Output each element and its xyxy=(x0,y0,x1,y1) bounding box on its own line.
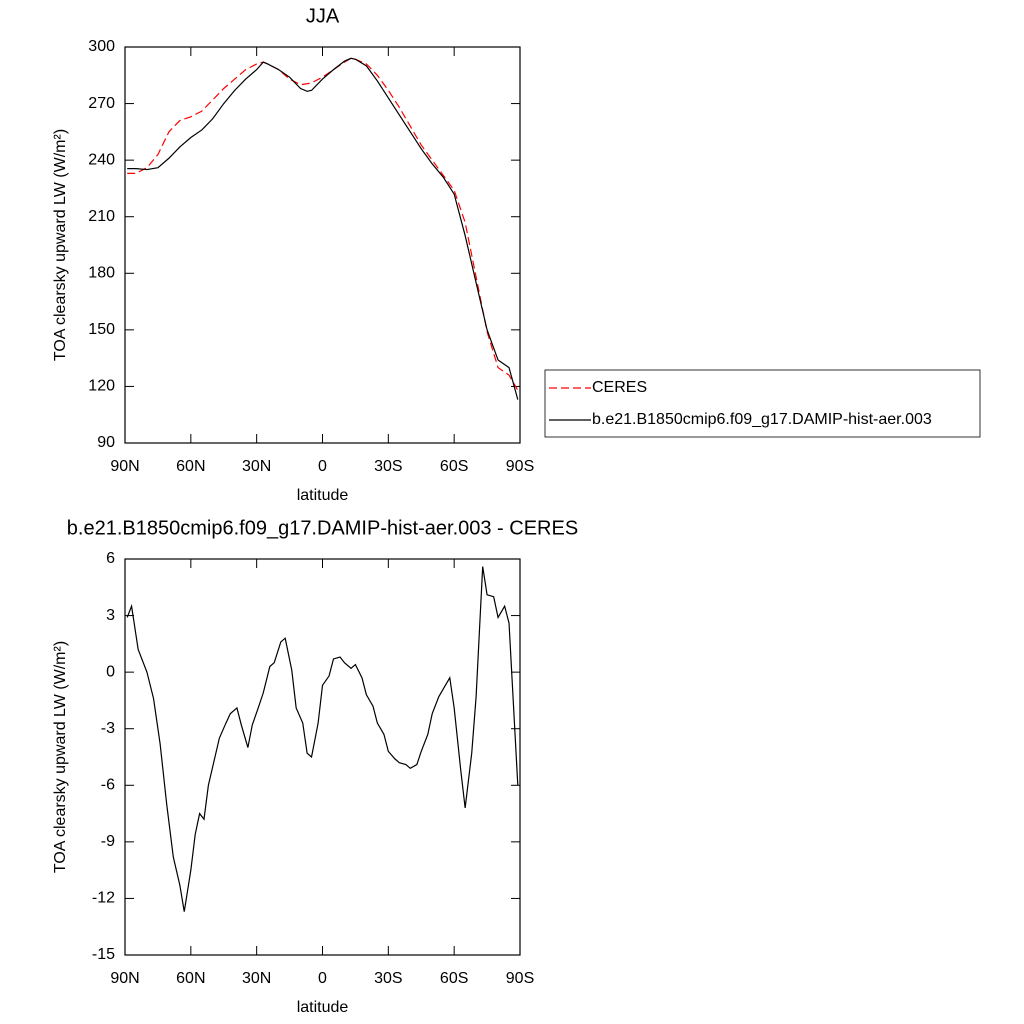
y-axis-label: TOA clearsky upward LW (W/m²) xyxy=(52,129,69,361)
data-line xyxy=(126,566,519,912)
y-tick-label: -3 xyxy=(101,720,115,737)
legend-label: CERES xyxy=(592,379,647,396)
x-tick-label: 90S xyxy=(506,458,534,475)
y-tick-label: 90 xyxy=(97,434,115,451)
x-tick-label: 0 xyxy=(318,970,327,987)
y-tick-label: 180 xyxy=(88,265,115,282)
y-tick-label: 0 xyxy=(106,663,115,680)
plot-frame xyxy=(124,46,521,444)
x-tick-label: 30N xyxy=(242,458,271,475)
x-tick-label: 30S xyxy=(374,970,402,987)
chart-title: JJA xyxy=(306,5,340,27)
y-tick-label: -9 xyxy=(101,833,115,850)
x-tick-label: 30S xyxy=(374,458,402,475)
legend-label: b.e21.B1850cmip6.f09_g17.DAMIP-hist-aer.… xyxy=(592,411,932,428)
x-tick-label: 90N xyxy=(110,458,139,475)
x-tick-label: 90N xyxy=(110,970,139,987)
y-tick-label: 240 xyxy=(88,151,115,168)
y-tick-label: -6 xyxy=(101,777,115,794)
chart-title: b.e21.B1850cmip6.f09_g17.DAMIP-hist-aer.… xyxy=(67,517,578,539)
y-tick-label: 300 xyxy=(88,38,115,55)
x-tick-label: 60N xyxy=(176,458,205,475)
x-tick-label: 90S xyxy=(506,970,534,987)
legend-box xyxy=(544,369,981,438)
plot-frame xyxy=(124,558,521,956)
y-tick-label: 270 xyxy=(88,95,115,112)
y-tick-label: 120 xyxy=(88,378,115,395)
y-tick-label: -15 xyxy=(92,946,115,963)
data-line xyxy=(127,57,519,391)
x-tick-label: 30N xyxy=(242,970,271,987)
y-tick-label: 150 xyxy=(88,321,115,338)
y-tick-label: 210 xyxy=(88,208,115,225)
y-tick-label: -12 xyxy=(92,890,115,907)
y-tick-label: 3 xyxy=(106,607,115,624)
y-axis-label: TOA clearsky upward LW (W/m²) xyxy=(52,641,69,873)
x-axis-label: latitude xyxy=(297,999,349,1016)
x-tick-label: 0 xyxy=(318,458,327,475)
x-tick-label: 60S xyxy=(440,970,468,987)
y-tick-label: 6 xyxy=(106,550,115,567)
x-tick-label: 60S xyxy=(440,458,468,475)
x-tick-label: 60N xyxy=(176,970,205,987)
x-axis-label: latitude xyxy=(297,487,349,504)
data-line xyxy=(127,57,519,400)
